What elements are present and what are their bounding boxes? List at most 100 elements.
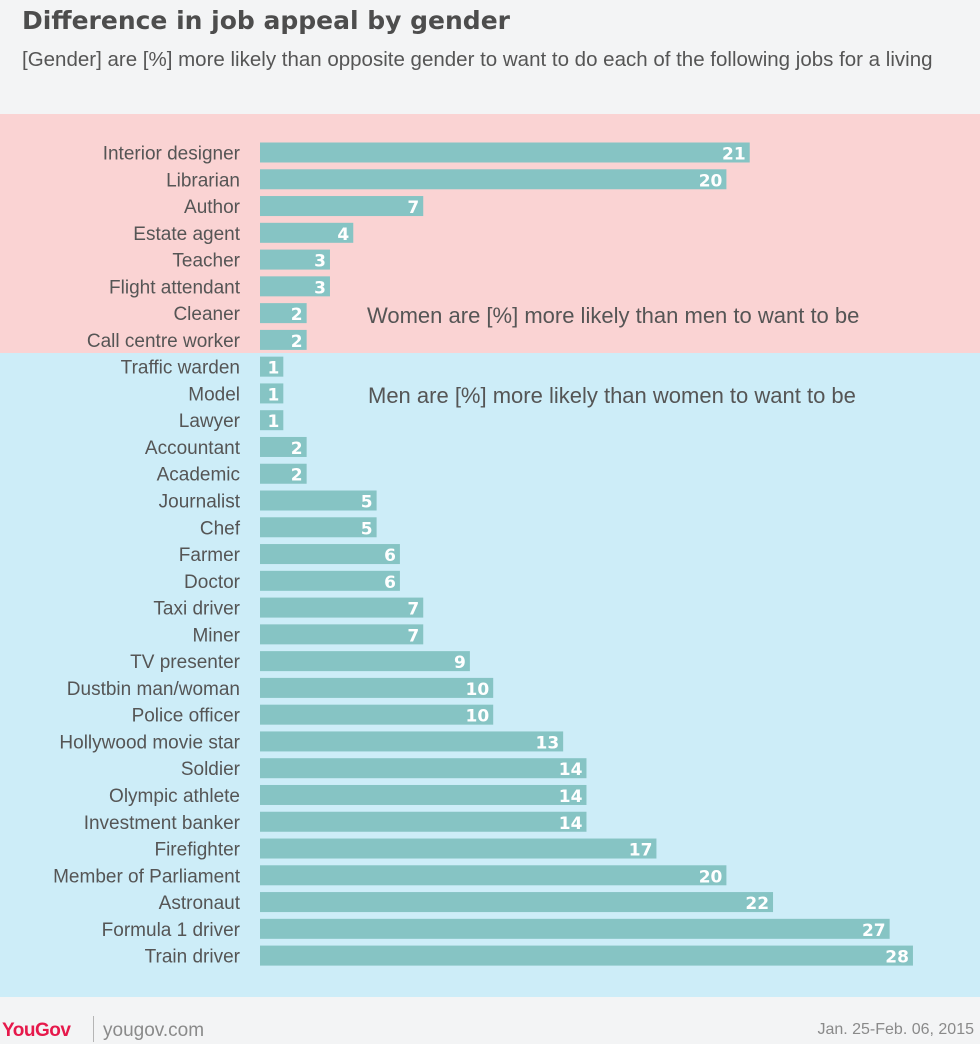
footer — [0, 997, 980, 1044]
category-label-farmer: Farmer — [179, 545, 241, 566]
value-label-member-of-parliament: 20 — [699, 867, 723, 887]
chart-subtitle: [Gender] are [%] more likely than opposi… — [22, 48, 933, 71]
value-label-train-driver: 28 — [885, 948, 909, 968]
category-label-author: Author — [184, 197, 241, 218]
bar-estate-agent — [260, 222, 354, 243]
category-label-soldier: Soldier — [181, 759, 241, 780]
bar-firefighter — [260, 838, 657, 859]
category-label-police-officer: Police officer — [132, 706, 241, 727]
value-label-chef: 5 — [361, 519, 373, 539]
women-annotation: Women are [%] more likely than men to wa… — [367, 303, 860, 328]
men-band — [0, 353, 980, 997]
category-label-taxi-driver: Taxi driver — [153, 599, 240, 620]
category-label-traffic-warden: Traffic warden — [121, 358, 240, 379]
value-label-cleaner: 2 — [291, 305, 303, 325]
category-label-flight-attendant: Flight attendant — [109, 277, 241, 298]
category-label-call-centre-worker: Call centre worker — [87, 331, 241, 352]
category-label-accountant: Accountant — [145, 438, 241, 459]
bar-taxi-driver — [260, 597, 424, 618]
category-label-astronaut: Astronaut — [159, 893, 241, 914]
bar-accountant — [260, 436, 307, 457]
men-annotation: Men are [%] more likely than women to wa… — [368, 383, 856, 408]
bar-journalist — [260, 490, 377, 511]
bar-olympic-athlete — [260, 784, 587, 805]
value-label-call-centre-worker: 2 — [291, 332, 303, 352]
category-label-librarian: Librarian — [166, 170, 240, 191]
bar-chef — [260, 517, 377, 538]
value-label-teacher: 3 — [314, 252, 326, 272]
bar-soldier — [260, 758, 587, 779]
value-label-librarian: 20 — [699, 171, 723, 191]
header: Difference in job appeal by gender [Gend… — [0, 0, 980, 114]
bar-miner — [260, 624, 424, 645]
value-label-astronaut: 22 — [745, 894, 769, 914]
value-label-hollywood-movie-star: 13 — [535, 733, 559, 753]
yougov-logo[interactable]: YouGov — [2, 1020, 71, 1041]
bar-investment-banker — [260, 811, 587, 832]
value-label-traffic-warden: 1 — [267, 359, 279, 379]
bar-train-driver — [260, 945, 913, 966]
bar-member-of-parliament — [260, 865, 727, 886]
category-label-investment-banker: Investment banker — [84, 813, 241, 834]
bar-interior-designer — [260, 142, 750, 163]
bar-author — [260, 196, 424, 217]
value-label-farmer: 6 — [384, 546, 396, 566]
bar-lawyer — [260, 410, 284, 431]
category-label-chef: Chef — [200, 518, 241, 539]
category-label-academic: Academic — [157, 465, 240, 486]
value-label-accountant: 2 — [291, 439, 303, 459]
bar-tv-presenter — [260, 651, 470, 672]
value-label-journalist: 5 — [361, 493, 373, 513]
bar-flight-attendant — [260, 276, 330, 297]
bar-hollywood-movie-star — [260, 731, 564, 752]
value-label-police-officer: 10 — [466, 707, 490, 727]
category-label-formula-1-driver: Formula 1 driver — [102, 920, 241, 941]
bar-librarian — [260, 169, 727, 190]
value-label-taxi-driver: 7 — [407, 600, 419, 620]
value-label-dustbin-man-woman: 10 — [466, 680, 490, 700]
category-label-lawyer: Lawyer — [179, 411, 241, 432]
category-label-model: Model — [188, 384, 240, 405]
value-label-doctor: 6 — [384, 573, 396, 593]
bar-call-centre-worker — [260, 329, 307, 350]
value-label-soldier: 14 — [559, 760, 583, 780]
value-label-miner: 7 — [407, 626, 419, 646]
bar-model — [260, 383, 284, 404]
bar-astronaut — [260, 892, 774, 913]
category-label-estate-agent: Estate agent — [133, 224, 240, 245]
value-label-academic: 2 — [291, 466, 303, 486]
value-label-flight-attendant: 3 — [314, 278, 326, 298]
category-label-doctor: Doctor — [184, 572, 241, 593]
category-label-interior-designer: Interior designer — [103, 144, 241, 165]
bar-farmer — [260, 544, 400, 565]
category-label-dustbin-man-woman: Dustbin man/woman — [67, 679, 240, 700]
category-label-tv-presenter: TV presenter — [130, 652, 240, 673]
value-label-model: 1 — [267, 385, 279, 405]
bar-formula-1-driver — [260, 918, 890, 939]
value-label-firefighter: 17 — [629, 841, 653, 861]
bar-academic — [260, 463, 307, 484]
category-label-miner: Miner — [192, 625, 240, 646]
value-label-estate-agent: 4 — [337, 225, 349, 245]
bar-cleaner — [260, 303, 307, 324]
category-label-cleaner: Cleaner — [173, 304, 240, 325]
bar-dustbin-man-woman — [260, 677, 494, 698]
chart-title: Difference in job appeal by gender — [22, 6, 510, 35]
value-label-interior-designer: 21 — [722, 145, 746, 165]
category-label-train-driver: Train driver — [145, 947, 241, 968]
bar-police-officer — [260, 704, 494, 725]
category-label-member-of-parliament: Member of Parliament — [53, 866, 241, 887]
bar-doctor — [260, 570, 400, 591]
bar-teacher — [260, 249, 330, 270]
category-label-olympic-athlete: Olympic athlete — [109, 786, 240, 807]
value-label-investment-banker: 14 — [559, 814, 583, 834]
value-label-author: 7 — [407, 198, 419, 218]
bar-traffic-warden — [260, 356, 284, 377]
footer-divider — [93, 1016, 94, 1042]
category-label-hollywood-movie-star: Hollywood movie star — [59, 732, 240, 753]
category-label-teacher: Teacher — [172, 251, 240, 272]
site-link[interactable]: yougov.com — [103, 1020, 205, 1041]
value-label-tv-presenter: 9 — [454, 653, 466, 673]
category-label-firefighter: Firefighter — [154, 840, 240, 861]
